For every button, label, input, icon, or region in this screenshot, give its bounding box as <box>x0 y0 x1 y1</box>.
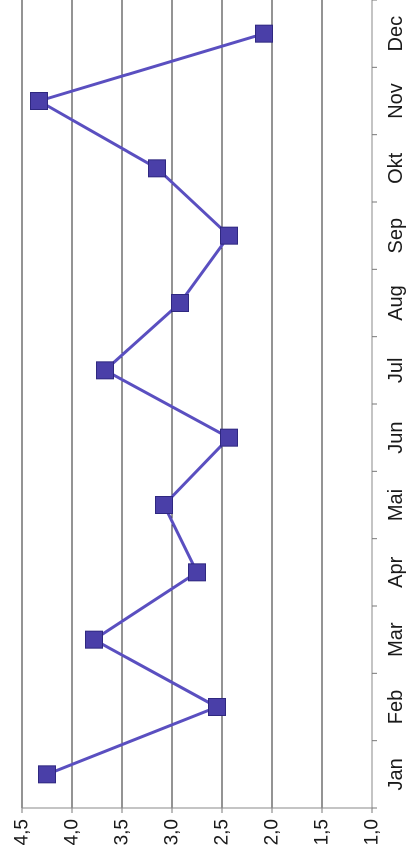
value-tick-label: 4,5 <box>12 819 33 845</box>
data-point-marker <box>220 226 238 245</box>
data-point-marker <box>155 496 173 514</box>
tick-labels: 1,0 1,5 2,0 2,5 3,0 3,5 4,0 4,5 Jan Feb Mar Apr Mai J… <box>12 16 408 846</box>
category-tick-label: Mar <box>385 622 407 657</box>
data-point-marker <box>255 24 273 43</box>
value-tick-label: 1,0 <box>362 819 383 845</box>
data-point-marker <box>30 92 48 110</box>
category-tick-label: Feb <box>385 690 407 724</box>
axes <box>21 0 377 813</box>
data-point-marker <box>188 563 206 582</box>
data-point-marker <box>85 630 103 649</box>
gridlines <box>21 0 323 808</box>
value-tick-label: 1,5 <box>312 819 333 845</box>
data-point-marker <box>208 698 226 716</box>
series-line <box>37 32 265 776</box>
category-tick-label: Nov <box>385 83 407 119</box>
category-tick-label: Jan <box>385 758 407 790</box>
series-layer <box>30 24 273 784</box>
data-point-marker <box>220 428 238 447</box>
category-tick-label: Aug <box>385 285 407 321</box>
value-tick-label: 2,0 <box>262 819 283 845</box>
category-tick-label: Jul <box>385 358 407 384</box>
category-tick-label: Jun <box>385 422 407 454</box>
data-point-marker <box>148 159 166 178</box>
value-tick-label: 2,5 <box>212 819 233 845</box>
data-point-marker <box>38 765 56 784</box>
value-tick-label: 3,5 <box>112 819 133 845</box>
category-tick-label: Apr <box>385 556 407 587</box>
category-tick-label: Okt <box>385 152 407 184</box>
category-tick-label: Mai <box>385 489 407 521</box>
value-tick-label: 4,0 <box>62 819 83 845</box>
value-tick-label: 3,0 <box>162 819 183 845</box>
category-tick-label: Dec <box>385 16 407 52</box>
data-point-marker <box>96 361 114 380</box>
category-tick-label: Sep <box>385 218 407 254</box>
data-point-marker <box>171 294 189 312</box>
